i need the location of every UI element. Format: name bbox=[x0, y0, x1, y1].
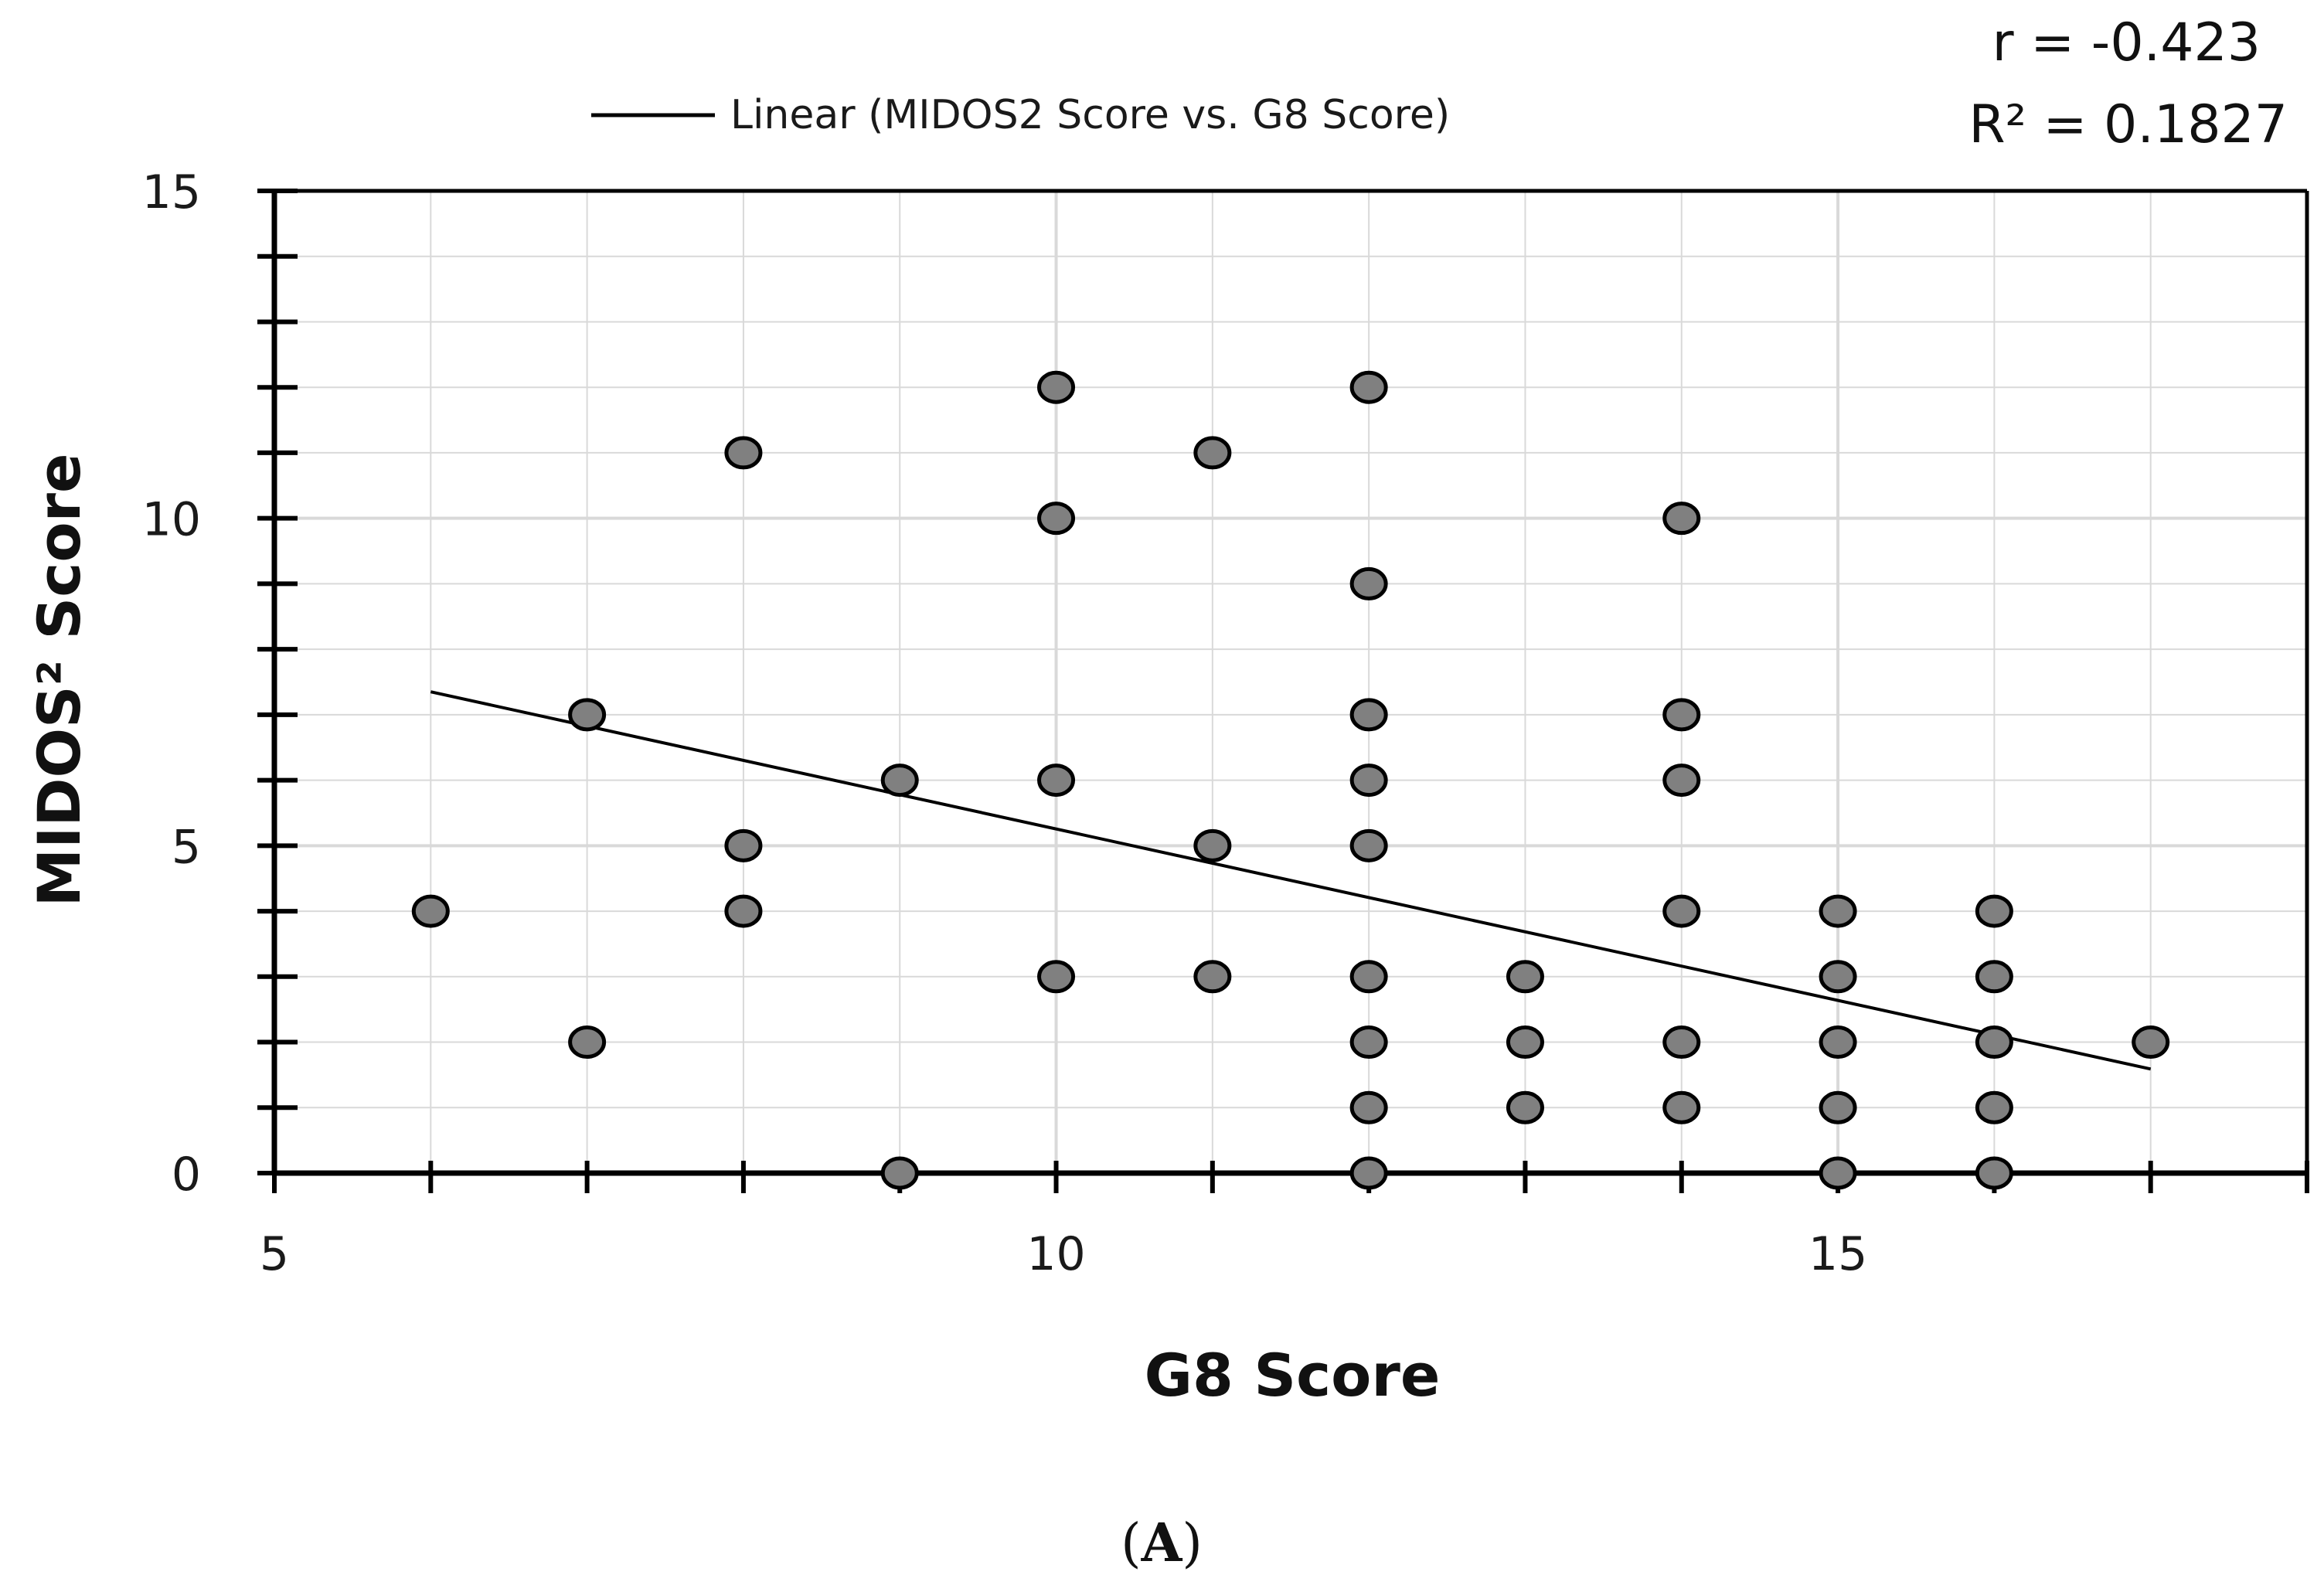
x-axis-title: G8 Score bbox=[1145, 1341, 1441, 1410]
data-point bbox=[1037, 960, 1076, 994]
data-point bbox=[568, 698, 607, 732]
r-value: r = -0.423 bbox=[1992, 12, 2261, 73]
y-tick-label: 10 bbox=[142, 493, 201, 547]
data-point bbox=[1349, 566, 1388, 600]
data-point bbox=[1975, 1025, 2013, 1060]
x-tick-label: 10 bbox=[1026, 1227, 1085, 1281]
data-points bbox=[411, 370, 2170, 1190]
y-tick-labels: 0 5 10 15 bbox=[142, 165, 201, 1202]
x-tick-labels: 5 10 15 bbox=[260, 1227, 1867, 1281]
data-point bbox=[1975, 960, 2013, 994]
data-point bbox=[1506, 1090, 1544, 1124]
data-point bbox=[1662, 1090, 1701, 1124]
data-point bbox=[1193, 828, 1232, 862]
data-point bbox=[1819, 960, 1857, 994]
y-tick-label: 0 bbox=[172, 1148, 201, 1202]
data-point bbox=[1819, 1025, 1857, 1060]
data-point bbox=[1349, 1090, 1388, 1124]
data-point bbox=[1037, 502, 1076, 536]
data-point bbox=[1349, 1025, 1388, 1060]
data-point bbox=[1975, 1090, 2013, 1124]
data-point bbox=[1037, 764, 1076, 798]
trendline bbox=[430, 690, 2152, 1071]
y-axis-title: MIDOS² Score bbox=[25, 453, 94, 906]
data-point bbox=[1037, 370, 1076, 404]
data-point bbox=[1349, 960, 1388, 994]
data-point bbox=[1349, 1156, 1388, 1190]
panel-label-open: ( bbox=[1121, 1513, 1142, 1574]
panel-label-letter: A bbox=[1141, 1512, 1183, 1574]
data-point bbox=[1819, 1090, 1857, 1124]
data-point bbox=[568, 1025, 607, 1060]
data-point bbox=[2132, 1025, 2170, 1060]
data-point bbox=[1662, 502, 1701, 536]
data-point bbox=[1506, 960, 1544, 994]
legend-label: Linear (MIDOS2 Score vs. G8 Score) bbox=[730, 92, 1450, 138]
data-point bbox=[411, 894, 450, 928]
data-point bbox=[1506, 1025, 1544, 1060]
data-point bbox=[1349, 698, 1388, 732]
x-tick-label: 15 bbox=[1809, 1227, 1867, 1281]
data-point bbox=[1662, 894, 1701, 928]
data-point bbox=[1975, 894, 2013, 928]
data-point bbox=[1662, 698, 1701, 732]
panel-label: (A) bbox=[1121, 1512, 1203, 1574]
x-tick-label: 5 bbox=[260, 1227, 289, 1281]
data-point bbox=[1349, 764, 1388, 798]
data-point bbox=[724, 436, 763, 470]
data-point bbox=[1975, 1156, 2013, 1190]
data-point bbox=[1662, 764, 1701, 798]
data-point bbox=[724, 828, 763, 862]
data-point bbox=[1193, 436, 1232, 470]
panel-label-close: ) bbox=[1182, 1513, 1203, 1574]
data-point bbox=[880, 1156, 919, 1190]
data-point bbox=[724, 894, 763, 928]
data-point bbox=[1819, 894, 1857, 928]
data-point bbox=[1193, 960, 1232, 994]
grid-lines bbox=[274, 191, 2307, 1173]
data-point bbox=[1819, 1156, 1857, 1190]
data-point bbox=[1349, 828, 1388, 862]
y-tick-label: 15 bbox=[142, 165, 201, 219]
data-point bbox=[1662, 1025, 1701, 1060]
y-tick-label: 5 bbox=[172, 820, 201, 874]
data-point bbox=[880, 764, 919, 798]
r-squared-value: R² = 0.1827 bbox=[1968, 94, 2288, 155]
data-point bbox=[1349, 370, 1388, 404]
